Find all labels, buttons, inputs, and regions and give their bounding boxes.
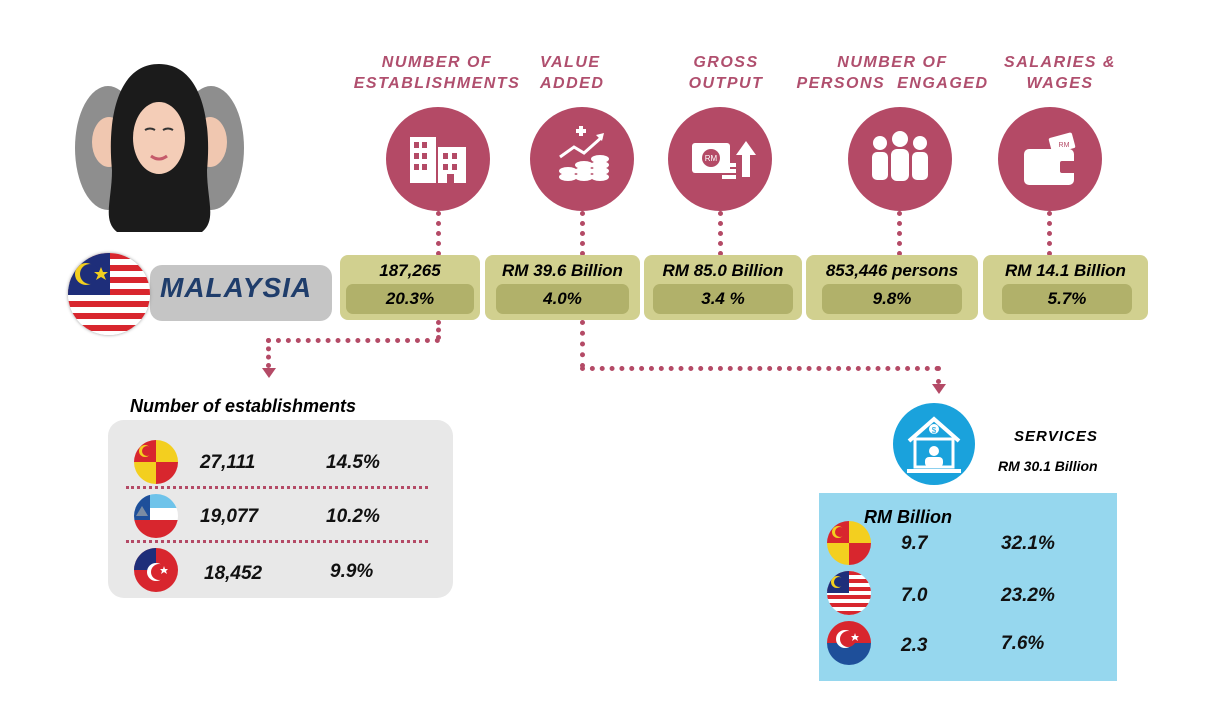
stat-share: 5.7% [1002,284,1132,314]
services-house-icon: $ [893,403,975,485]
country-label-pill [150,265,332,321]
stat-box-establishments: 187,265 20.3% [340,255,480,320]
stat-value: RM 85.0 Billion [662,261,784,280]
johor-flag-icon [134,548,178,592]
connector-va-down [580,320,585,368]
connector-salaries-wages [1047,211,1052,256]
connector-persons-engaged [897,211,902,256]
establishments-title: Number of establishments [130,396,357,416]
building-icon [386,107,490,211]
table-cell-share: 23.2% [1001,585,1055,606]
arrow-down-icon [932,384,946,394]
header-persons-engaged: NUMBER OF PERSONS ENGAGED [796,54,989,92]
coins-growth-icon [530,107,634,211]
selangor-flag-icon [827,521,871,565]
connector-value-added [580,211,585,256]
table-cell-share: 10.2% [326,506,380,527]
stat-value: RM 14.1 Billion [1005,261,1126,280]
malaysia-flag-icon [68,253,150,335]
stat-share: 3.4 % [653,284,793,314]
stat-box-persons-engaged: 853,446 persons 9.8% [806,255,978,320]
stat-box-gross-output: RM 85.0 Billion 3.4 % [644,255,802,320]
header-gross-output: GROSS OUTPUT [688,54,764,92]
establishments-panel: 27,111 14.5% 19,077 10.2% 18,452 9.9% [108,420,453,598]
sabah-flag-icon [134,494,178,538]
table-cell-share: 9.9% [330,561,374,582]
kuala-lumpur-flag-icon [827,571,871,615]
connector-est-down [436,320,441,340]
stat-share: 20.3% [346,284,474,314]
table-cell-share: 32.1% [1001,533,1055,554]
table-cell-value: 9.7 [901,533,928,554]
stat-value: 187,265 [379,261,441,280]
stat-box-value-added: RM 39.6 Billion 4.0% [485,255,640,320]
table-cell-value: 19,077 [200,506,259,527]
penang-flag-icon [827,621,871,665]
table-cell-value: 18,452 [204,563,263,584]
arrow-down-icon [262,368,276,378]
row-divider [126,486,428,489]
connector-est-drop [266,338,271,368]
connector-va-horizontal [580,366,940,371]
connector-va-drop [936,366,941,384]
money-up-icon: RM [668,107,772,211]
services-value: RM 30.1 Billion [998,458,1098,474]
stat-share: 9.8% [822,284,962,314]
svg-text:$: $ [932,426,937,435]
stat-value: RM 39.6 Billion [502,261,623,280]
stat-value: 853,446 persons [825,261,959,280]
services-title: SERVICES [1014,428,1098,445]
women-hijab-illustration [72,60,247,235]
connector-establishments [436,211,441,256]
header-salaries-wages: SALARIES & WAGES [1004,54,1116,92]
stat-box-salaries-wages: RM 14.1 Billion 5.7% [983,255,1148,320]
selangor-flag-icon [134,440,178,484]
people-group-icon [848,107,952,211]
table-cell-value: 27,111 [200,452,256,473]
table-cell-value: 7.0 [901,585,928,606]
services-panel: RM Billion 9.7 32.1% 7.0 23.2% 2.3 7.6% [819,493,1117,681]
connector-est-horizontal [266,338,440,343]
row-divider [126,540,428,543]
services-unit: RM Billion [864,507,952,527]
table-cell-share: 7.6% [1001,633,1045,654]
svg-text:RM: RM [705,154,718,163]
country-label: MALAYSIA [160,272,313,303]
wallet-icon: RM [998,107,1102,211]
svg-text:RM: RM [1059,142,1070,149]
stat-share: 4.0% [496,284,629,314]
table-cell-share: 14.5% [326,452,380,473]
header-value-added: VALUE ADDED [540,54,605,92]
table-cell-value: 2.3 [901,635,928,656]
connector-gross-output [718,211,723,256]
header-establishments: NUMBER OF ESTABLISHMENTS [353,54,521,92]
